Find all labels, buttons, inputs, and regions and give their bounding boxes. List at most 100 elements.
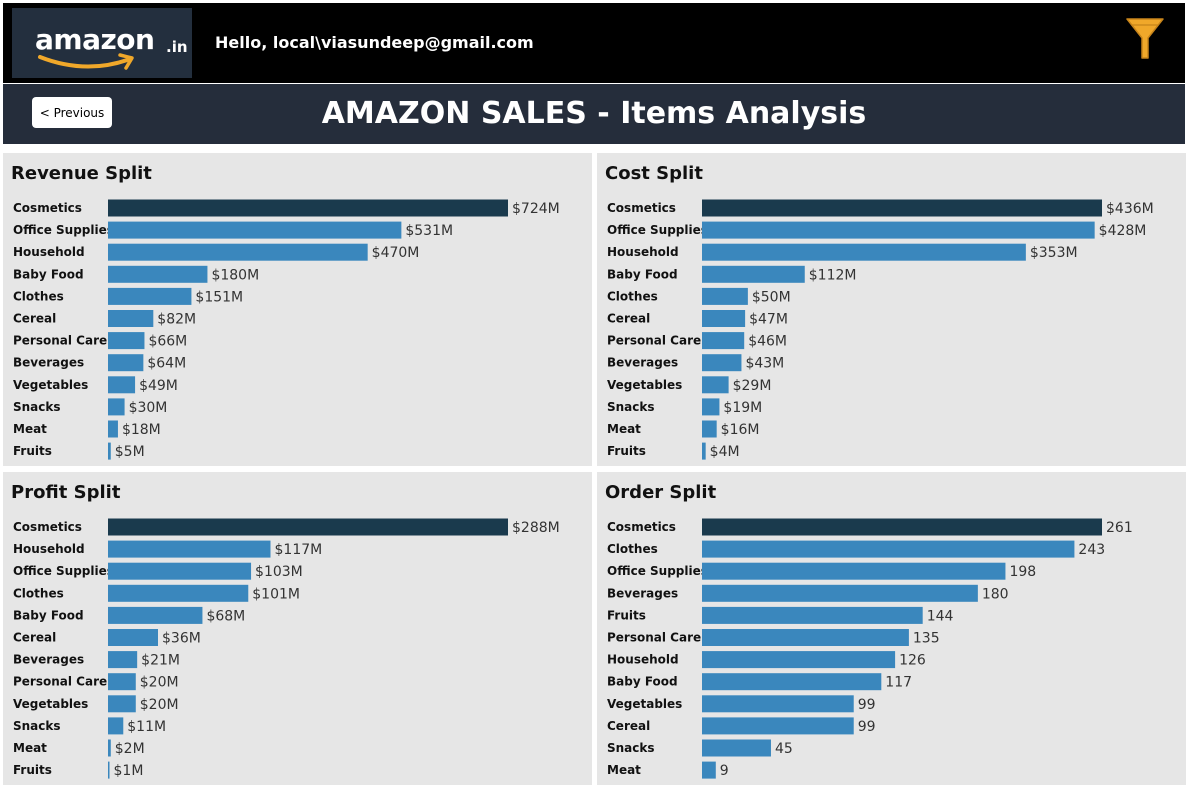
- previous-button[interactable]: < Previous: [32, 97, 112, 128]
- cost-split-value-label: $436M: [1106, 201, 1154, 217]
- cost-split-category-label: Household: [607, 245, 679, 259]
- order-split-value-label: 9: [720, 763, 729, 779]
- profit-split-bar-beverages[interactable]: [108, 651, 138, 669]
- profit-split-bar-office-supplies[interactable]: [108, 562, 252, 580]
- order-split-bar-cosmetics[interactable]: [702, 518, 1102, 536]
- profit-split-category-label: Vegetables: [13, 697, 88, 711]
- revenue-split-category-label: Clothes: [13, 289, 64, 303]
- cost-split-value-label: $43M: [745, 356, 784, 372]
- profit-split-category-label: Baby Food: [13, 608, 84, 622]
- order-split-value-label: 198: [1009, 564, 1036, 580]
- revenue-split-value-label: $66M: [148, 334, 187, 350]
- profit-split-bar-personal-care[interactable]: [108, 673, 136, 691]
- profit-split-bar-fruits[interactable]: [108, 761, 110, 779]
- order-split-bar-personal-care[interactable]: [702, 629, 909, 646]
- revenue-split-panel: Revenue Split Cosmetics $724M Office Suppl…: [3, 153, 592, 466]
- order-split-chart: Cosmetics 261 Clothes 243 Office Supplies 198…: [607, 518, 1133, 779]
- cost-split-bar-office-supplies[interactable]: [702, 221, 1095, 239]
- revenue-split-bar-meat[interactable]: [108, 420, 118, 438]
- revenue-split-bar-clothes[interactable]: [108, 287, 192, 305]
- profit-split-category-label: Cosmetics: [13, 520, 82, 534]
- order-split-bar-meat[interactable]: [702, 761, 716, 779]
- cost-split-bar-baby-food[interactable]: [702, 265, 805, 283]
- revenue-split-value-label: $82M: [157, 312, 196, 328]
- profit-split-bar-household[interactable]: [108, 540, 271, 558]
- cost-split-bar-beverages[interactable]: [702, 354, 742, 372]
- revenue-split-bar-office-supplies[interactable]: [108, 221, 402, 239]
- order-split-bar-fruits[interactable]: [702, 606, 923, 624]
- profit-split-value-label: $68M: [206, 608, 245, 624]
- cost-split-bar-snacks[interactable]: [702, 398, 720, 416]
- cost-split-value-label: $47M: [749, 312, 788, 328]
- cost-split-category-label: Beverages: [607, 356, 678, 370]
- profit-split-bar-snacks[interactable]: [108, 717, 124, 735]
- profit-split-panel: Profit Split Cosmetics $288M Household $117…: [3, 472, 592, 785]
- profit-split-value-label: $1M: [114, 763, 144, 779]
- revenue-split-category-label: Cosmetics: [13, 201, 82, 215]
- profit-split-bar-vegetables[interactable]: [108, 695, 136, 713]
- logo-tld: .in: [166, 38, 188, 56]
- cost-split-value-label: $46M: [748, 334, 787, 350]
- cost-split-bar-meat[interactable]: [702, 420, 717, 438]
- revenue-split-value-label: $64M: [147, 356, 186, 372]
- order-split-bar-cereal[interactable]: [702, 717, 854, 735]
- revenue-split-bar-household[interactable]: [108, 243, 368, 261]
- revenue-split-bar-cosmetics[interactable]: [108, 199, 508, 217]
- cost-split-category-label: Office Supplies: [607, 223, 708, 237]
- cost-split-category-label: Meat: [607, 422, 641, 436]
- order-split-bar-beverages[interactable]: [702, 584, 978, 602]
- profit-split-bar-meat[interactable]: [108, 739, 111, 757]
- order-split-category-label: Fruits: [607, 608, 646, 622]
- revenue-split-value-label: $18M: [122, 422, 161, 438]
- page-title: AMAZON SALES - Items Analysis: [321, 96, 867, 131]
- cost-split-bar-personal-care[interactable]: [702, 332, 745, 350]
- revenue-split-bar-snacks[interactable]: [108, 398, 125, 416]
- profit-split-bar-baby-food[interactable]: [108, 606, 203, 624]
- user-greeting: Hello, local\viasundeep@gmail.com: [215, 33, 534, 52]
- revenue-split-bar-beverages[interactable]: [108, 354, 144, 372]
- cost-split-bar-cereal[interactable]: [702, 310, 746, 327]
- profit-split-chart: Cosmetics $288M Household $117M Office Suppl…: [13, 518, 560, 779]
- revenue-split-bar-baby-food[interactable]: [108, 265, 208, 283]
- revenue-split-bar-fruits[interactable]: [108, 442, 111, 460]
- revenue-split-bar-vegetables[interactable]: [108, 376, 136, 394]
- cost-split-category-label: Personal Care: [607, 334, 701, 348]
- cost-split-value-label: $428M: [1099, 223, 1147, 239]
- profit-split-bar-clothes[interactable]: [108, 584, 249, 602]
- order-split-category-label: Beverages: [607, 586, 678, 600]
- cost-split-bar-cosmetics[interactable]: [702, 199, 1102, 217]
- order-split-bar-household[interactable]: [702, 651, 896, 669]
- cost-split-bar-fruits[interactable]: [702, 442, 706, 460]
- profit-split-value-label: $20M: [140, 697, 179, 713]
- revenue-split-bar-cereal[interactable]: [108, 310, 154, 327]
- order-split-bar-clothes[interactable]: [702, 540, 1075, 558]
- cost-split-bar-clothes[interactable]: [702, 287, 748, 305]
- profit-split-category-label: Snacks: [13, 719, 61, 733]
- cost-split-bar-household[interactable]: [702, 243, 1026, 261]
- revenue-split-category-label: Snacks: [13, 400, 61, 414]
- order-split-bar-snacks[interactable]: [702, 739, 771, 757]
- revenue-split-value-label: $470M: [372, 245, 420, 261]
- profit-split-value-label: $21M: [141, 653, 180, 669]
- order-split-bar-office-supplies[interactable]: [702, 562, 1006, 580]
- profit-split-bar-cereal[interactable]: [108, 629, 158, 646]
- profit-split-bar-cosmetics[interactable]: [108, 518, 508, 536]
- order-split-value-label: 243: [1078, 542, 1105, 558]
- order-split-title: Order Split: [605, 482, 717, 503]
- revenue-split-bar-personal-care[interactable]: [108, 332, 145, 350]
- order-split-bar-vegetables[interactable]: [702, 695, 854, 713]
- cost-split-value-label: $16M: [721, 422, 760, 438]
- order-split-category-label: Cosmetics: [607, 520, 676, 534]
- order-split-bar-baby-food[interactable]: [702, 673, 882, 691]
- order-split-category-label: Vegetables: [607, 697, 682, 711]
- funnel-icon[interactable]: [1124, 15, 1166, 63]
- cost-split-bar-vegetables[interactable]: [702, 376, 729, 394]
- profit-split-category-label: Meat: [13, 741, 47, 755]
- cost-split-category-label: Snacks: [607, 400, 655, 414]
- order-split-value-label: 99: [858, 697, 876, 713]
- amazon-logo[interactable]: amazon .in: [12, 8, 192, 78]
- profit-split-value-label: $20M: [140, 675, 179, 691]
- logo-text: amazon: [35, 23, 155, 56]
- cost-split-category-label: Cereal: [607, 312, 650, 326]
- profit-split-category-label: Fruits: [13, 763, 52, 777]
